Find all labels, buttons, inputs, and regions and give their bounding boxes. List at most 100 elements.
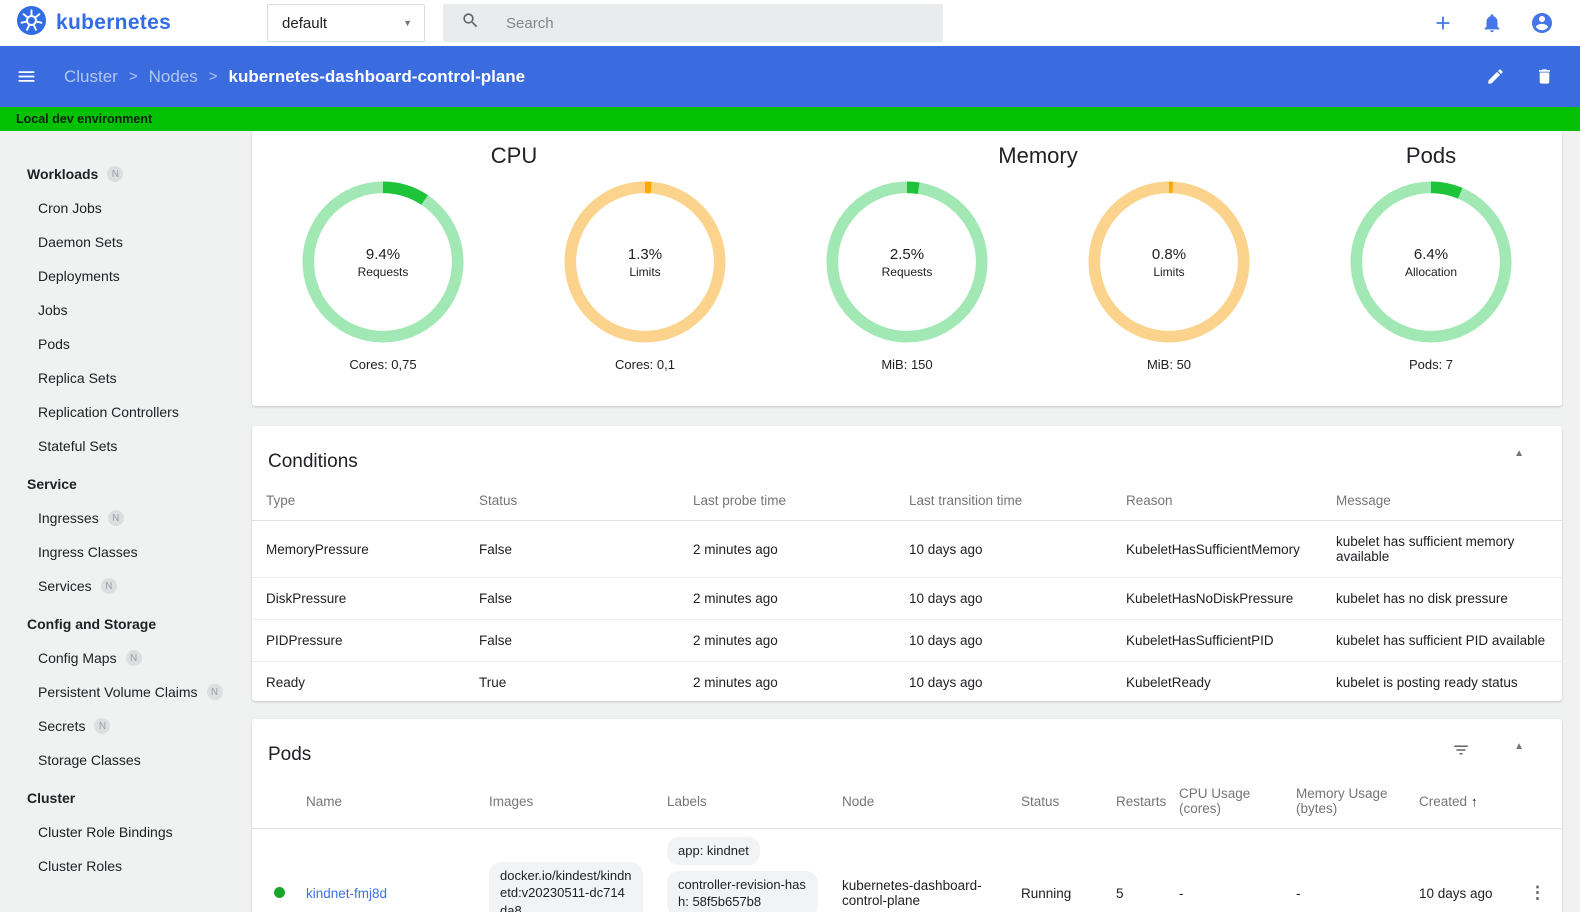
donut-chart [564, 181, 726, 343]
col-status[interactable]: Status [1007, 774, 1102, 829]
conditions-table: Type Status Last probe time Last transit… [252, 481, 1562, 701]
search-bar[interactable] [443, 4, 944, 42]
col-last-probe-time: Last probe time [679, 481, 895, 521]
conditions-card: Conditions ▲ Type Status Last probe time… [252, 426, 1562, 701]
namespaced-badge: N [107, 166, 124, 182]
col-memory-usage[interactable]: Memory Usage (bytes) [1282, 774, 1405, 829]
col-restarts[interactable]: Restarts [1102, 774, 1166, 829]
sidebar-item-cluster-role-bindings[interactable]: Cluster Role Bindings [38, 824, 173, 840]
col-reason: Reason [1112, 481, 1322, 521]
sidebar-item-secrets[interactable]: Secrets N [0, 709, 248, 743]
memory-limits-gauge: 0.8% Limits MiB: 50 [1038, 175, 1300, 406]
table-row: MemoryPressure False 2 minutes ago 10 da… [252, 520, 1562, 578]
gauge-caption: Pods: 7 [1408, 357, 1454, 372]
breadcrumb-separator: > [128, 68, 138, 85]
hamburger-menu-icon[interactable] [16, 66, 37, 87]
collapse-arrow-icon[interactable]: ▲ [1514, 741, 1524, 752]
environment-banner: Local dev environment [0, 107, 1580, 131]
breadcrumb-app-bar: Cluster > Nodes > kubernetes-dashboard-c… [0, 46, 1580, 107]
sidebar-item-ingress-classes[interactable]: Ingress Classes [38, 544, 138, 560]
gauge-caption: MiB: 150 [881, 357, 933, 372]
sidebar-item-services[interactable]: Services N [0, 569, 248, 603]
breadcrumb-nodes[interactable]: Nodes [148, 66, 198, 86]
add-resource-button[interactable] [1432, 12, 1454, 34]
donut-chart [826, 181, 988, 343]
sidebar-item-replica-sets[interactable]: Replica Sets [38, 370, 117, 386]
breadcrumb: Cluster > Nodes > kubernetes-dashboard-c… [64, 67, 525, 87]
logo-wordmark: kubernetes [56, 11, 172, 34]
gauge-label: Requests [357, 264, 409, 279]
pod-cpu-usage: - [1179, 885, 1184, 901]
sort-up-icon: ↑ [1471, 793, 1478, 809]
kubernetes-helm-icon [16, 5, 47, 41]
table-row: PIDPressure False 2 minutes ago 10 days … [252, 619, 1562, 662]
col-cpu-usage[interactable]: CPU Usage (cores) [1165, 774, 1282, 829]
namespaced-badge: N [94, 718, 111, 734]
namespace-selector[interactable]: default ▼ [267, 4, 426, 42]
sidebar-item-stateful-sets[interactable]: Stateful Sets [38, 438, 118, 454]
col-name[interactable]: Name [292, 774, 475, 829]
sidebar-item-persistent-volume-claims[interactable]: Persistent Volume Claims N [0, 675, 248, 709]
sidebar-item-config-maps[interactable]: Config Maps N [0, 641, 248, 675]
donut-chart [1350, 181, 1512, 343]
sidebar-item-pods[interactable]: Pods [38, 336, 70, 352]
filter-icon[interactable] [1452, 741, 1470, 764]
sidebar-item-cluster-roles[interactable]: Cluster Roles [38, 858, 123, 874]
page-title: kubernetes-dashboard-control-plane [228, 66, 526, 86]
col-images[interactable]: Images [475, 774, 653, 829]
main-content: CPU Memory Pods 9.4% Requests Cores: 0,7… [248, 131, 1580, 912]
cpu-requests-gauge: 9.4% Requests Cores: 0,75 [252, 175, 514, 406]
sidebar-item-ingresses[interactable]: Ingresses N [0, 501, 248, 535]
sidebar-item-replication-controllers[interactable]: Replication Controllers [38, 404, 179, 420]
pod-status-ok-icon [274, 886, 285, 898]
col-node[interactable]: Node [828, 774, 1007, 829]
pods-allocation-gauge: 6.4% Allocation Pods: 7 [1300, 175, 1562, 406]
kubernetes-logo[interactable]: kubernetes [16, 5, 171, 41]
gauge-label: Limits [629, 264, 661, 279]
namespaced-badge: N [125, 650, 142, 666]
breadcrumb-separator: > [208, 68, 218, 85]
col-actions [1515, 774, 1562, 829]
gauge-caption: MiB: 50 [1146, 357, 1192, 372]
pods-table: Name Images Labels Node Status Restarts … [252, 774, 1562, 912]
resource-allocation-card: CPU Memory Pods 9.4% Requests Cores: 0,7… [252, 131, 1562, 406]
cpu-limits-gauge: 1.3% Limits Cores: 0,1 [514, 175, 776, 406]
top-app-bar: kubernetes default ▼ [0, 0, 1580, 46]
sidebar-item-deployments[interactable]: Deployments [38, 268, 120, 284]
collapse-arrow-icon[interactable]: ▲ [1514, 448, 1524, 459]
sidebar-item-cron-jobs[interactable]: Cron Jobs [38, 200, 102, 216]
sidebar-section-cluster: Cluster [27, 790, 76, 806]
col-last-transition-time: Last transition time [895, 481, 1112, 521]
pod-restarts: 5 [1116, 885, 1124, 901]
memory-requests-gauge: 2.5% Requests MiB: 150 [776, 175, 1038, 406]
label-chip: app: kindnet [667, 837, 760, 865]
user-account-icon[interactable] [1530, 11, 1554, 35]
delete-trash-icon[interactable] [1535, 67, 1554, 86]
pods-title: Pods [268, 744, 312, 765]
gauge-percent: 1.3% [627, 245, 663, 263]
col-type: Type [252, 481, 465, 521]
sidebar-item-daemon-sets[interactable]: Daemon Sets [38, 234, 123, 250]
pod-node: kubernetes-dashboard-control-plane [842, 878, 982, 909]
gauge-percent: 6.4% [1413, 245, 1449, 263]
gauge-percent: 9.4% [365, 245, 401, 263]
conditions-title: Conditions [268, 451, 358, 472]
col-status: Status [465, 481, 679, 521]
cpu-section-title: CPU [490, 143, 538, 168]
breadcrumb-cluster[interactable]: Cluster [64, 66, 118, 86]
search-icon [461, 11, 480, 35]
notifications-bell-icon[interactable] [1481, 12, 1503, 34]
col-created[interactable]: Created ↑ [1405, 774, 1515, 829]
sidebar-section-service: Service [27, 476, 77, 492]
col-labels: Labels [653, 774, 828, 829]
edit-pencil-icon[interactable] [1486, 67, 1505, 86]
pod-status: Running [1021, 885, 1072, 901]
pod-name-link[interactable]: kindnet-fmj8d [306, 885, 388, 901]
search-input[interactable] [506, 14, 907, 32]
pod-memory-usage: - [1296, 885, 1301, 901]
row-menu-icon[interactable]: ⋮ [1529, 883, 1547, 903]
namespaced-badge: N [100, 578, 117, 594]
sidebar-item-storage-classes[interactable]: Storage Classes [38, 752, 141, 768]
sidebar-item-jobs[interactable]: Jobs [38, 302, 68, 318]
pod-row: kindnet-fmj8d docker.io/kindest/kindnetd… [252, 829, 1562, 912]
